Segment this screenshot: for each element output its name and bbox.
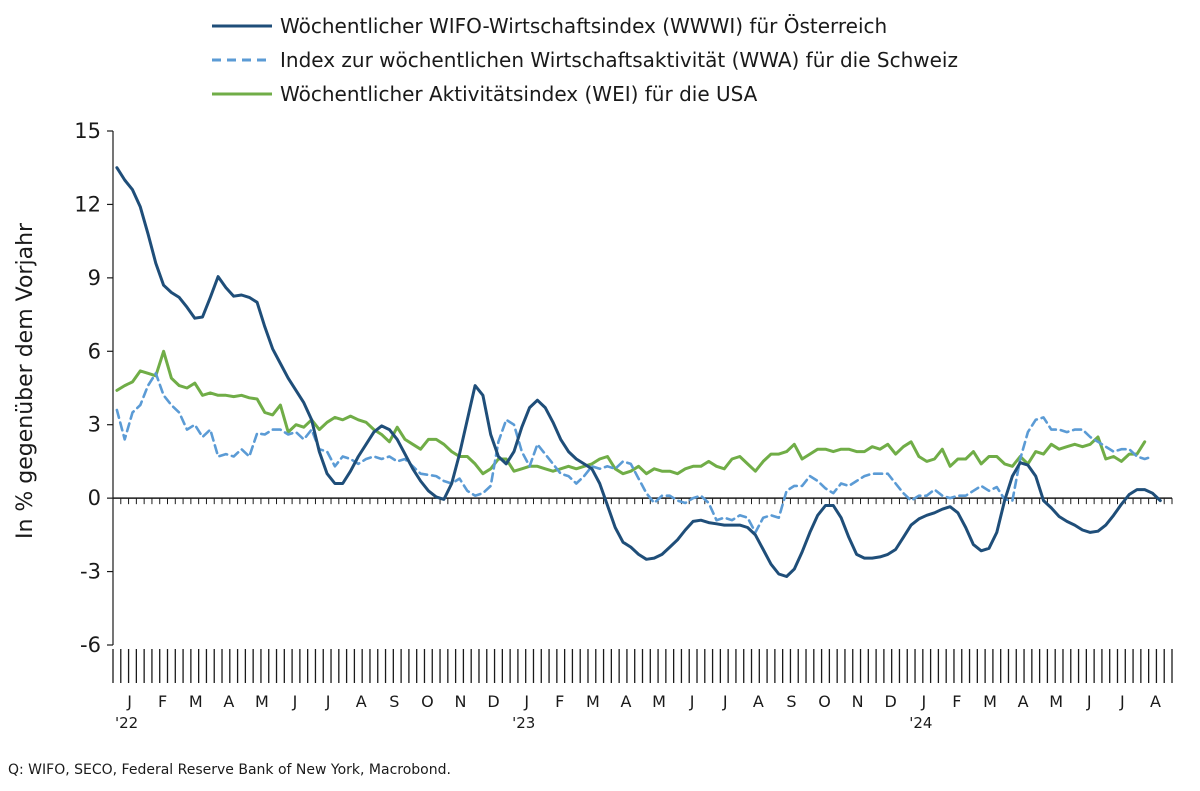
month-label: J	[689, 692, 695, 711]
y-tick-label: 3	[88, 413, 101, 437]
y-tick-label: -3	[80, 560, 101, 584]
source-note: Q: WIFO, SECO, Federal Reserve Bank of N…	[8, 762, 451, 778]
legend: Wöchentlicher WIFO-Wirtschaftsindex (WWW…	[212, 14, 958, 106]
month-label: F	[158, 692, 167, 711]
month-label: D	[487, 692, 499, 711]
month-label: A	[1150, 692, 1161, 711]
month-label: O	[421, 692, 434, 711]
month-label: A	[753, 692, 764, 711]
month-label: F	[555, 692, 564, 711]
month-label: J	[523, 692, 529, 711]
month-label: J	[1119, 692, 1125, 711]
month-label: J	[920, 692, 926, 711]
month-label: N	[852, 692, 864, 711]
month-label: J	[126, 692, 132, 711]
month-label: M	[652, 692, 666, 711]
month-label: A	[1018, 692, 1029, 711]
month-label: M	[255, 692, 269, 711]
month-label: J	[292, 692, 298, 711]
series-line-0	[115, 166, 1162, 578]
y-axis: -6 -3 0 3 6 9 12 15	[74, 119, 114, 657]
y-tick-label: 9	[88, 266, 101, 290]
series-line-2	[115, 349, 1147, 476]
month-label: J	[1086, 692, 1092, 711]
legend-label-0: Wöchentlicher WIFO-Wirtschaftsindex (WWW…	[280, 14, 887, 38]
year-label: '22	[115, 714, 138, 732]
year-label: '24	[909, 714, 932, 732]
month-label: D	[885, 692, 897, 711]
y-tick-label: -6	[80, 633, 101, 657]
chart-canvas: Wöchentlicher WIFO-Wirtschaftsindex (WWW…	[13, 14, 1173, 732]
y-tick-label: 12	[74, 192, 101, 216]
series-layer	[115, 166, 1162, 578]
y-tick-label: 0	[88, 486, 101, 510]
month-label: J	[325, 692, 331, 711]
month-label: F	[952, 692, 961, 711]
legend-label-1: Index zur wöchentlichen Wirtschaftsaktiv…	[280, 48, 958, 72]
month-label: M	[586, 692, 600, 711]
month-label: J	[722, 692, 728, 711]
y-axis-label: In % gegenüber dem Vorjahr	[13, 222, 38, 539]
y-tick-label: 6	[88, 339, 101, 363]
month-label: O	[818, 692, 831, 711]
legend-label-2: Wöchentlicher Aktivitätsindex (WEI) für …	[280, 82, 758, 106]
month-label: S	[389, 692, 399, 711]
y-tick-label: 15	[74, 119, 101, 143]
x-axis: J F M A M J J A S O N D J F M A M J J A S O N D J F M A M J J A '22 '23 '2…	[112, 497, 1173, 732]
month-label: N	[455, 692, 467, 711]
year-label: '23	[512, 714, 535, 732]
month-label: A	[620, 692, 631, 711]
month-label: M	[189, 692, 203, 711]
month-label: A	[356, 692, 367, 711]
month-label: M	[983, 692, 997, 711]
series-line-1	[115, 372, 1154, 534]
month-label: M	[1049, 692, 1063, 711]
month-label: S	[786, 692, 796, 711]
month-label: A	[223, 692, 234, 711]
